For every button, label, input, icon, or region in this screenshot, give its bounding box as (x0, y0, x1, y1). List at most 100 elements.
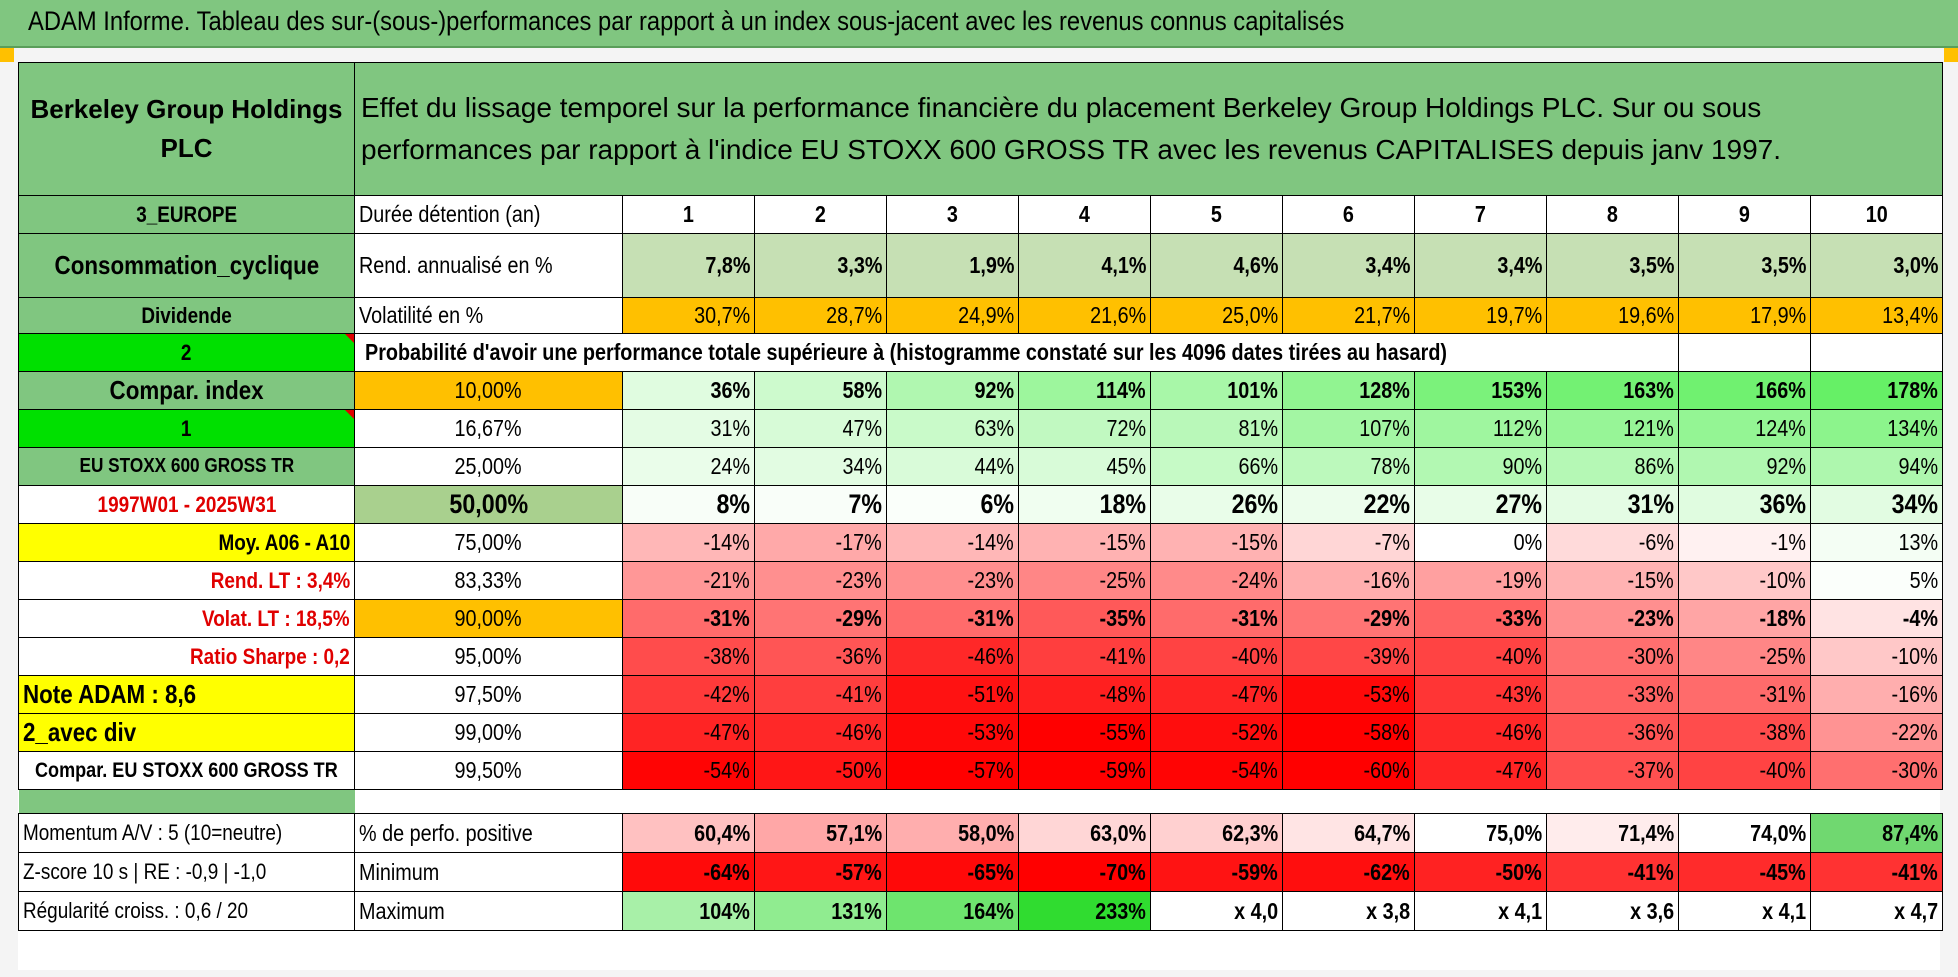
vol-cell: 19,6% (1546, 297, 1679, 334)
minimum-cell: -64% (622, 852, 755, 892)
quantile-cell: 58% (754, 371, 887, 410)
quantile-pct-cell: 99,00% (354, 713, 623, 752)
company-name-cell: Berkeley Group Holdings PLC (18, 62, 355, 196)
minimum-cell: -45% (1678, 852, 1811, 892)
quantile-cell: -59% (1018, 751, 1151, 790)
year-header-cell: 1 (622, 195, 755, 234)
minimum-value: -57% (835, 858, 882, 885)
minimum-value: -70% (1099, 858, 1146, 885)
quantile-value: 81% (1238, 415, 1278, 441)
quantile-cell: -47% (1150, 675, 1283, 714)
quantile-cell: 114% (1018, 371, 1151, 410)
positive-value: 75,0% (1485, 819, 1542, 846)
quantile-value: -31% (1759, 681, 1806, 707)
quantile-cell: -51% (886, 675, 1019, 714)
marker-right (1944, 48, 1958, 62)
quantile-value: 72% (1106, 415, 1146, 441)
quantile-cell: -30% (1810, 751, 1943, 790)
quantile-row: 2_avec div 99,00% -47% -46% -53% -55% -52% -58… (18, 713, 1943, 752)
region-cell: 3_EUROPE (18, 195, 355, 234)
quantile-cell: -25% (1678, 637, 1811, 676)
quantile-cell: -14% (886, 523, 1019, 562)
quantile-value: -24% (1231, 567, 1278, 593)
quantile-cell: -1% (1678, 523, 1811, 562)
quantile-cell: 18% (1018, 485, 1151, 524)
minimum-value: -64% (703, 858, 750, 885)
minimum-row: Z-score 10 s | RE : -0,9 | -1,0 Minimum … (18, 852, 1943, 892)
volat-lt-cell: Volat. LT : 18,5% (18, 599, 355, 638)
quantile-cell: 27% (1414, 485, 1547, 524)
minimum-value: -65% (967, 858, 1014, 885)
positive-row: Momentum A/V : 5 (10=neutre) % de perfo.… (18, 813, 1943, 853)
quantile-cell: 8% (622, 485, 755, 524)
quantile-value: 63% (974, 415, 1014, 441)
param-a-cell[interactable]: 2 (18, 333, 355, 372)
quantile-value: -40% (1231, 643, 1278, 669)
quantile-cell: 163% (1546, 371, 1679, 410)
maximum-value: x 3,8 (1366, 897, 1410, 924)
quantile-cell: 94% (1810, 447, 1943, 486)
title-row: Berkeley Group Holdings PLC Effet du lis… (18, 62, 1943, 196)
quantile-cell: -36% (1546, 713, 1679, 752)
vol-value: 28,7% (825, 302, 882, 328)
maximum-value: 233% (1095, 897, 1146, 924)
minimum-cell: -57% (754, 852, 887, 892)
quantile-pct: 99,00% (454, 719, 523, 745)
quantile-cell: 66% (1150, 447, 1283, 486)
quantile-value: -30% (1627, 643, 1674, 669)
quantile-cell: 45% (1018, 447, 1151, 486)
quantile-cell: -57% (886, 751, 1019, 790)
quantile-value: -57% (967, 757, 1014, 783)
annual-return-row: Consommation_cyclique Rend. annualisé en… (18, 233, 1943, 298)
quantile-value: -51% (967, 681, 1014, 707)
quantile-cell: -48% (1018, 675, 1151, 714)
quantile-value: -53% (967, 719, 1014, 745)
positive-cell: 63,0% (1018, 813, 1151, 853)
positive-value: 62,3% (1221, 819, 1278, 846)
rend-value: 3,4% (1364, 252, 1410, 278)
quantile-cell: 63% (886, 409, 1019, 448)
quantile-cell: -38% (622, 637, 755, 676)
quantile-value: -36% (835, 643, 882, 669)
quantile-value: 128% (1359, 377, 1410, 403)
regularite-label: Régularité croiss. : 0,6 / 20 (23, 898, 249, 923)
quantile-value: -25% (1099, 567, 1146, 593)
quantile-cell: 34% (754, 447, 887, 486)
vol-cell: 13,4% (1810, 297, 1943, 334)
quantile-value: -38% (703, 643, 750, 669)
param-b-cell[interactable]: 1 (18, 409, 355, 448)
quantile-cell: -7% (1282, 523, 1415, 562)
report-title: ADAM Informe. Tableau des sur-(sous-)per… (28, 6, 1345, 36)
quantile-value: 58% (842, 377, 882, 403)
year-header: 8 (1606, 201, 1618, 227)
marker-left (0, 48, 14, 62)
quantile-pct: 10,00% (454, 377, 523, 403)
positive-value: 58,0% (957, 819, 1014, 846)
regularite-cell: Régularité croiss. : 0,6 / 20 (18, 891, 355, 931)
quantile-cell: 121% (1546, 409, 1679, 448)
quantile-value: -54% (1231, 757, 1278, 783)
quantile-pct-cell: 97,50% (354, 675, 623, 714)
compar-full-label: Compar. EU STOXX 600 GROSS TR (35, 758, 338, 782)
quantile-row: 1997W01 - 2025W31 50,00% 8% 7% 6% 18% 26% 22% 2… (18, 485, 1943, 524)
quantile-pct: 50,00% (449, 489, 528, 519)
quantile-value: 31% (1627, 489, 1674, 519)
quantile-cell: 134% (1810, 409, 1943, 448)
quantile-value: 66% (1238, 453, 1278, 479)
quantile-value: -33% (1627, 681, 1674, 707)
quantile-value: -16% (1363, 567, 1410, 593)
quantile-value: 90% (1502, 453, 1542, 479)
quantile-value: -42% (703, 681, 750, 707)
year-header-cell: 8 (1546, 195, 1679, 234)
param-a-value: 2 (181, 339, 192, 365)
maximum-cell: 164% (886, 891, 1019, 931)
maximum-value: x 4,0 (1234, 897, 1278, 924)
maximum-row: Régularité croiss. : 0,6 / 20 Maximum 10… (18, 891, 1943, 931)
maximum-cell: x 4,7 (1810, 891, 1943, 931)
spacer-green (18, 789, 355, 814)
quantile-value: -33% (1495, 605, 1542, 631)
vol-cell: 21,7% (1282, 297, 1415, 334)
period-cell: 1997W01 - 2025W31 (18, 485, 355, 524)
quantile-cell: 31% (1546, 485, 1679, 524)
quantile-value: 5% (1909, 567, 1938, 593)
